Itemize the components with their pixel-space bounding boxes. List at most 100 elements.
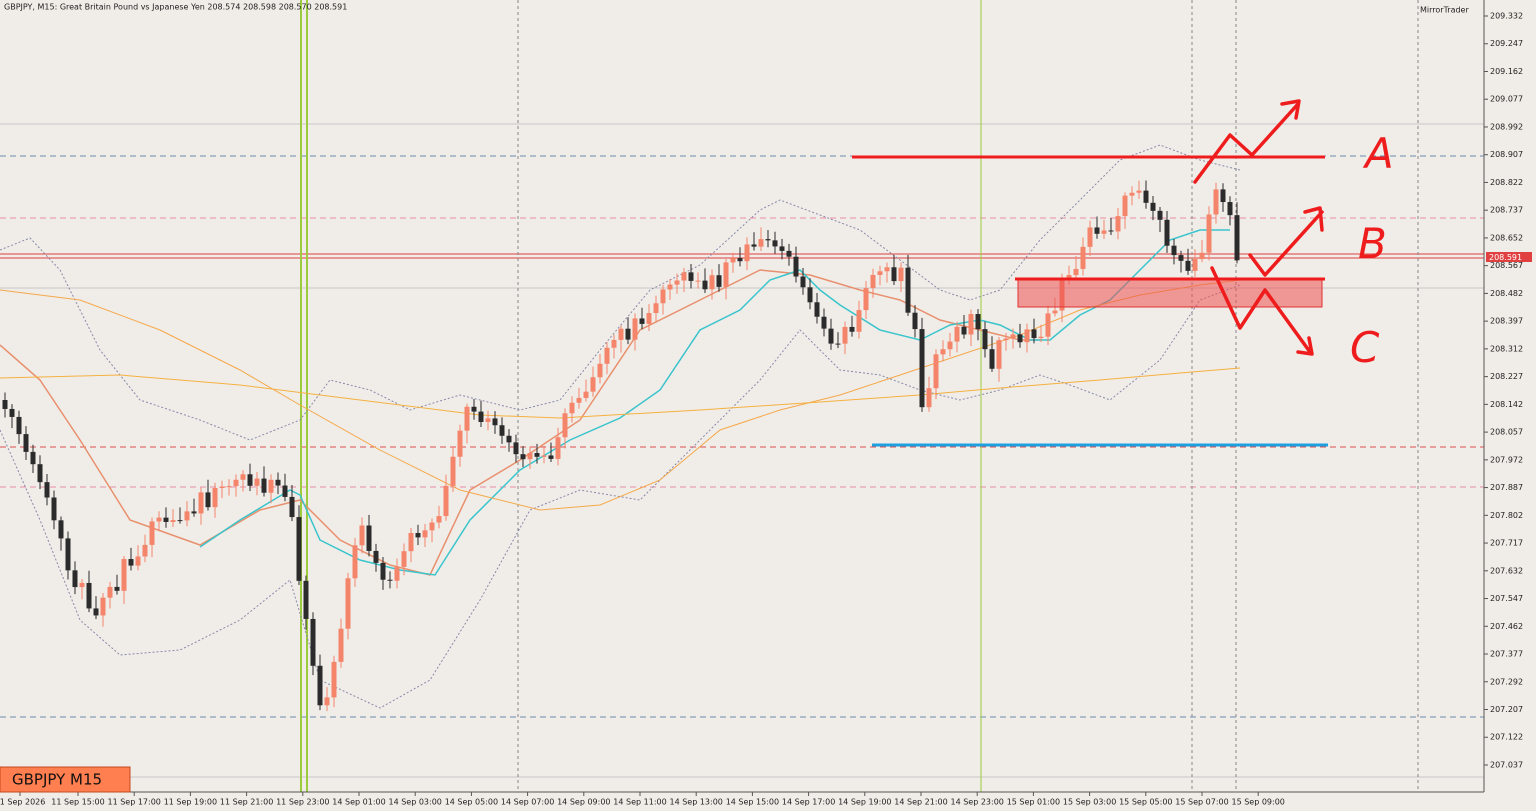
- price-label: 208.482: [1490, 289, 1523, 298]
- candle: [1017, 334, 1023, 343]
- candle: [107, 586, 113, 598]
- time-label: 14 Sep 09:00: [557, 798, 610, 807]
- time-label: 14 Sep 03:00: [388, 798, 441, 807]
- candle: [702, 280, 708, 290]
- candle: [947, 341, 953, 350]
- candle: [863, 288, 869, 311]
- candle: [1010, 334, 1016, 339]
- price-label: 208.907: [1490, 150, 1523, 159]
- candle: [485, 418, 491, 422]
- candle: [905, 267, 911, 313]
- candle: [1178, 255, 1184, 261]
- candle: [583, 391, 589, 398]
- price-label: 207.802: [1490, 511, 1523, 520]
- candle: [415, 532, 421, 538]
- candle: [1080, 246, 1086, 269]
- candle: [870, 274, 876, 289]
- time-label: 11 Sep 2026: [0, 798, 45, 807]
- candle: [1052, 310, 1058, 314]
- candle: [821, 316, 827, 329]
- price-label: 208.397: [1490, 317, 1523, 326]
- ma-slow: [0, 279, 1241, 511]
- candle: [177, 520, 183, 522]
- candle: [681, 272, 687, 281]
- candle: [23, 434, 29, 452]
- candle: [646, 313, 652, 324]
- price-label: 207.632: [1490, 566, 1523, 575]
- candle: [989, 349, 995, 369]
- time-label: 14 Sep 01:00: [332, 798, 385, 807]
- ma-long: [0, 367, 1241, 419]
- arrow-b: [1248, 206, 1324, 277]
- time-label: 15 Sep 03:00: [1063, 798, 1116, 807]
- candle: [324, 697, 330, 706]
- candle: [156, 517, 162, 522]
- price-label: 208.312: [1490, 344, 1523, 353]
- candle: [289, 496, 295, 518]
- candle: [149, 521, 155, 545]
- price-label: 207.377: [1490, 650, 1523, 659]
- candle: [751, 244, 757, 247]
- price-label: 208.737: [1490, 206, 1523, 215]
- time-label: 14 Sep 07:00: [501, 798, 554, 807]
- candle: [282, 485, 288, 497]
- candle: [772, 240, 778, 247]
- candle: [1094, 227, 1100, 234]
- time-label: 11 Sep 17:00: [107, 798, 160, 807]
- ma-fast: [0, 269, 1040, 576]
- candle: [387, 579, 393, 581]
- candle: [471, 406, 477, 412]
- candle: [212, 488, 218, 508]
- current-price-box: [1486, 252, 1532, 262]
- candle: [961, 326, 967, 335]
- candle: [303, 580, 309, 619]
- candle: [1115, 216, 1121, 232]
- candle: [954, 326, 960, 342]
- candle: [1066, 275, 1072, 279]
- candle: [506, 435, 512, 443]
- candle: [555, 437, 561, 459]
- candle: [366, 525, 372, 551]
- candle: [730, 258, 736, 263]
- price-label: 207.887: [1490, 483, 1523, 492]
- candle: [1150, 202, 1156, 211]
- price-axis: [1484, 0, 1536, 811]
- candle: [793, 256, 799, 277]
- candle: [674, 280, 680, 285]
- candle: [562, 413, 568, 438]
- candle: [632, 318, 638, 340]
- candle: [170, 520, 176, 522]
- candle: [142, 544, 148, 557]
- candle: [100, 597, 106, 616]
- candle: [1220, 189, 1226, 203]
- candle: [534, 453, 540, 457]
- candle: [856, 310, 862, 332]
- candle: [1171, 245, 1177, 256]
- candle: [835, 343, 841, 345]
- candle: [296, 517, 302, 581]
- candle: [1024, 329, 1030, 343]
- candle: [2, 400, 8, 409]
- candle: [499, 425, 505, 436]
- candle: [660, 289, 666, 304]
- candle: [1003, 338, 1009, 341]
- candle: [233, 479, 239, 487]
- candle: [842, 326, 848, 344]
- candle: [1213, 189, 1219, 215]
- candle: [443, 485, 449, 517]
- candle: [408, 532, 414, 552]
- symbol-label-box: [0, 766, 131, 793]
- candle: [1108, 230, 1114, 232]
- time-label: 14 Sep 15:00: [726, 798, 779, 807]
- candle: [352, 545, 358, 579]
- candle: [275, 479, 281, 486]
- candle: [310, 618, 316, 666]
- candle: [919, 329, 925, 408]
- zone: [1017, 278, 1323, 308]
- candle: [429, 522, 435, 531]
- candle: [114, 586, 120, 591]
- candle: [548, 455, 554, 459]
- candle: [394, 566, 400, 581]
- candle: [492, 418, 498, 426]
- candle: [9, 408, 15, 417]
